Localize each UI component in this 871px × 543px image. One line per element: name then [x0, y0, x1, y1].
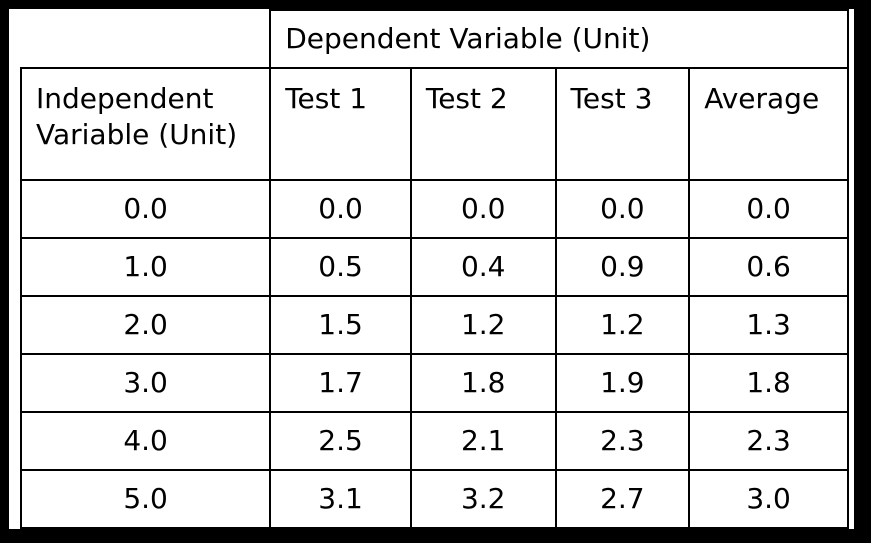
column-header-average: Average	[688, 67, 849, 181]
table-panel: Dependent Variable (Unit) Independent Va…	[9, 9, 854, 529]
test-2-cell: 0.4	[409, 237, 557, 297]
table-frame: Dependent Variable (Unit) Independent Va…	[9, 9, 854, 529]
test-2-cell: 1.2	[409, 295, 557, 355]
table-row: 5.0 3.1 3.2 2.7 3.0	[19, 469, 849, 529]
independent-value-cell: 5.0	[19, 469, 272, 529]
table-row: 0.0 0.0 0.0 0.0 0.0	[19, 179, 849, 239]
test-3-cell: 0.0	[554, 179, 691, 239]
test-3-cell: 2.3	[554, 411, 691, 471]
average-cell: 1.8	[688, 353, 849, 413]
dependent-variable-header: Dependent Variable (Unit)	[269, 9, 849, 69]
table-row: 4.0 2.5 2.1 2.3 2.3	[19, 411, 849, 471]
test-1-cell: 1.5	[269, 295, 412, 355]
independent-value-cell: 4.0	[19, 411, 272, 471]
column-header-test-2: Test 2	[409, 67, 557, 181]
test-3-cell: 1.9	[554, 353, 691, 413]
table-row: 2.0 1.5 1.2 1.2 1.3	[19, 295, 849, 355]
independent-value-cell: 0.0	[19, 179, 272, 239]
group-header-row: Dependent Variable (Unit)	[21, 9, 849, 69]
test-1-cell: 3.1	[269, 469, 412, 529]
test-2-cell: 0.0	[409, 179, 557, 239]
average-cell: 0.0	[688, 179, 849, 239]
test-1-cell: 1.7	[269, 353, 412, 413]
test-2-cell: 1.8	[409, 353, 557, 413]
test-1-cell: 0.5	[269, 237, 412, 297]
column-header-row: Independent Variable (Unit) Test 1 Test …	[19, 67, 849, 181]
empty-corner-cell	[21, 10, 272, 69]
independent-value-cell: 1.0	[19, 237, 272, 297]
column-header-test-3: Test 3	[554, 67, 691, 181]
independent-value-cell: 3.0	[19, 353, 272, 413]
average-cell: 2.3	[688, 411, 849, 471]
test-1-cell: 2.5	[269, 411, 412, 471]
average-cell: 1.3	[688, 295, 849, 355]
data-table: Dependent Variable (Unit) Independent Va…	[19, 9, 849, 529]
test-3-cell: 0.9	[554, 237, 691, 297]
test-3-cell: 2.7	[554, 469, 691, 529]
average-cell: 0.6	[688, 237, 849, 297]
column-header-independent-variable: Independent Variable (Unit)	[19, 67, 272, 181]
test-2-cell: 3.2	[409, 469, 557, 529]
average-cell: 3.0	[688, 469, 849, 529]
test-3-cell: 1.2	[554, 295, 691, 355]
table-row: 3.0 1.7 1.8 1.9 1.8	[19, 353, 849, 413]
column-header-test-1: Test 1	[269, 67, 412, 181]
table-row: 1.0 0.5 0.4 0.9 0.6	[19, 237, 849, 297]
independent-value-cell: 2.0	[19, 295, 272, 355]
test-1-cell: 0.0	[269, 179, 412, 239]
test-2-cell: 2.1	[409, 411, 557, 471]
